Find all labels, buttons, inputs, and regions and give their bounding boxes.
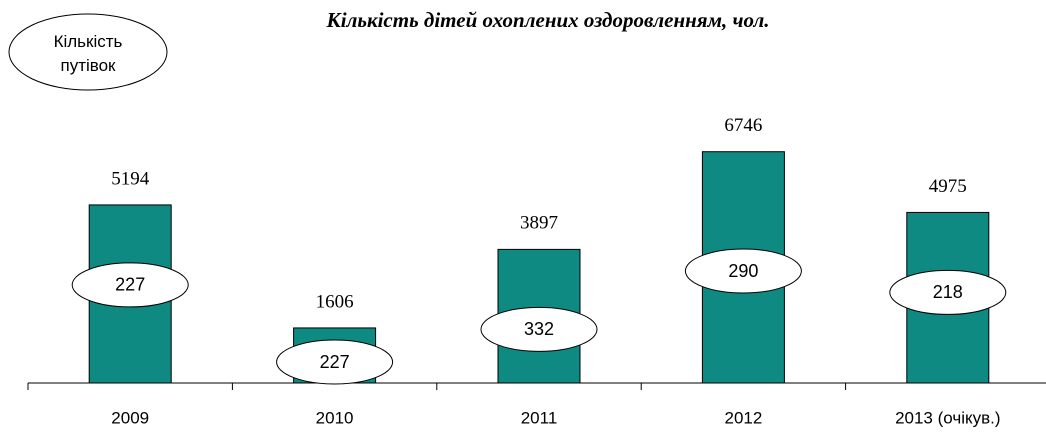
- voucher-label: 227: [320, 352, 350, 372]
- chart-title: Кількість дітей охоплених оздоровленням,…: [326, 8, 770, 32]
- value-label: 4975: [929, 176, 967, 197]
- voucher-label: 290: [728, 261, 758, 281]
- legend-ellipse: [8, 13, 168, 91]
- voucher-ellipse: [889, 269, 1007, 315]
- value-label: 5194: [111, 168, 150, 189]
- voucher-label: 332: [524, 319, 554, 339]
- x-tick-label: 2013 (очікув.): [895, 408, 1000, 427]
- value-label: 1606: [316, 291, 354, 312]
- voucher-ellipse: [71, 262, 189, 308]
- x-tick-label: 2009: [111, 408, 149, 427]
- voucher-ellipse: [684, 248, 802, 294]
- x-tick-label: 2011: [521, 408, 558, 427]
- x-tick-label: 2012: [724, 408, 762, 427]
- legend-label: Кількість путівок: [53, 32, 123, 75]
- voucher-label: 227: [115, 275, 145, 295]
- value-label: 6746: [724, 115, 762, 136]
- voucher-ellipse: [480, 306, 598, 352]
- value-label: 3897: [520, 213, 558, 234]
- voucher-ellipse: [276, 339, 394, 385]
- x-tick-label: 2010: [316, 408, 354, 427]
- voucher-label: 218: [933, 282, 963, 302]
